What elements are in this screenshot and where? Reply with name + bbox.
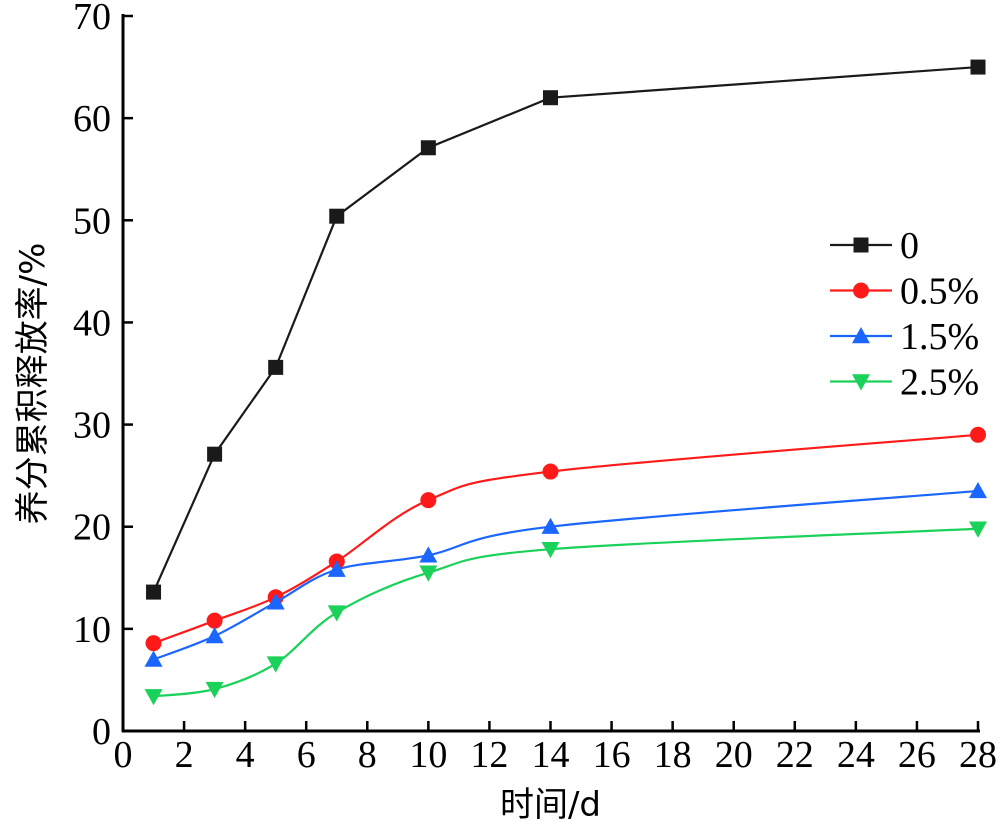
legend-label: 0 <box>900 225 919 267</box>
legend-marker <box>852 374 870 391</box>
data-point <box>329 208 345 224</box>
series-4 <box>144 521 987 706</box>
legend-label: 2.5% <box>900 362 979 404</box>
data-point <box>144 689 163 706</box>
legend-marker <box>853 237 869 253</box>
data-point <box>327 605 346 622</box>
series-3 <box>144 481 987 667</box>
x-tick-label: 8 <box>358 734 377 776</box>
data-point <box>541 517 560 534</box>
series-line <box>153 527 979 698</box>
series-line <box>152 65 979 593</box>
data-point <box>969 521 987 538</box>
data-point <box>268 359 284 375</box>
y-tick-label: 0 <box>92 711 111 753</box>
y-tick-label: 40 <box>73 302 111 344</box>
x-tick-label: 18 <box>654 734 692 776</box>
series-layer <box>144 59 987 706</box>
y-tick-label: 10 <box>73 609 111 651</box>
y-tick-label: 30 <box>73 405 111 447</box>
x-tick-label: 28 <box>959 734 997 776</box>
x-tick-label: 4 <box>236 734 255 776</box>
legend-marker <box>853 282 869 299</box>
data-point <box>144 650 163 667</box>
x-axis-ticks: 0 2 4 6 8 10 12 14 16 18 20 22 24 26 28 <box>114 721 997 776</box>
data-point <box>543 90 558 106</box>
y-axis-title: 养分累积释放率/% <box>13 243 53 525</box>
data-point <box>419 565 438 582</box>
data-point <box>969 481 987 499</box>
data-point <box>205 627 224 644</box>
series-line <box>153 433 979 645</box>
x-tick-label: 0 <box>114 734 133 776</box>
data-point <box>266 656 285 673</box>
legend-item: 0.5% <box>830 271 979 313</box>
x-tick-label: 24 <box>837 734 875 776</box>
data-point <box>970 426 986 443</box>
x-tick-label: 14 <box>532 734 570 776</box>
x-tick-label: 20 <box>715 734 753 776</box>
data-point <box>327 560 346 577</box>
x-tick-label: 6 <box>297 734 316 776</box>
legend-label: 0.5% <box>900 271 979 313</box>
axes <box>121 14 980 733</box>
x-tick-label: 12 <box>470 734 508 776</box>
legend-marker <box>852 327 870 344</box>
data-point <box>970 59 986 75</box>
x-tick-label: 22 <box>776 734 814 776</box>
x-tick-label: 10 <box>409 734 447 776</box>
x-axis-title: 时间/d <box>500 785 601 825</box>
legend: 00.5%1.5%2.5% <box>830 225 979 404</box>
legend-item: 2.5% <box>830 362 979 404</box>
y-tick-label: 60 <box>73 98 111 140</box>
data-point <box>205 681 224 699</box>
data-point <box>420 140 436 156</box>
data-point <box>207 446 223 462</box>
series-1 <box>146 59 986 600</box>
data-point <box>145 635 162 652</box>
y-tick-label: 70 <box>73 0 111 38</box>
y-tick-label: 50 <box>73 200 111 242</box>
x-tick-label: 26 <box>898 734 936 776</box>
legend-item: 1.5% <box>830 316 979 358</box>
series-2 <box>145 426 986 652</box>
series-line <box>153 489 979 661</box>
data-point <box>420 492 437 509</box>
y-tick-label: 20 <box>73 507 111 549</box>
data-point <box>266 593 285 610</box>
data-point <box>146 584 162 600</box>
data-point <box>542 463 559 480</box>
data-point <box>419 546 438 563</box>
legend-label: 1.5% <box>900 316 979 358</box>
legend-item: 0 <box>830 225 919 267</box>
x-tick-label: 2 <box>175 734 194 776</box>
data-point <box>541 541 560 559</box>
y-axis-ticks: 0 10 20 30 40 50 60 70 <box>73 0 133 753</box>
data-point <box>206 612 223 629</box>
x-tick-label: 16 <box>593 734 631 776</box>
